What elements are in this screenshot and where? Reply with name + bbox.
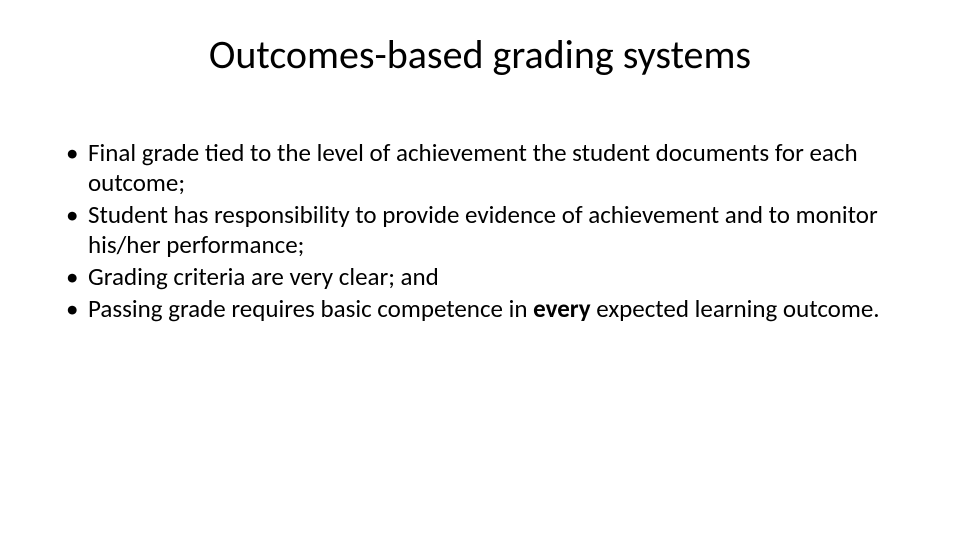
bullet-text-pre: Passing grade requires basic competence …: [88, 293, 533, 324]
bullet-item: Student has responsibility to provide ev…: [66, 200, 896, 260]
bullet-text-post: expected learning outcome.: [591, 293, 880, 324]
bullet-text: Grading criteria are very clear; and: [88, 261, 439, 292]
bullet-text-bold: every: [533, 293, 590, 324]
slide-title: Outcomes-based grading systems: [0, 30, 960, 79]
bullet-item: Passing grade requires basic competence …: [66, 294, 896, 324]
bullet-text: Final grade tied to the level of achieve…: [88, 137, 858, 198]
bullet-item: Final grade tied to the level of achieve…: [66, 138, 896, 198]
bullet-list: Final grade tied to the level of achieve…: [66, 138, 896, 324]
slide-body: Final grade tied to the level of achieve…: [66, 138, 896, 326]
slide: Outcomes-based grading systems Final gra…: [0, 0, 960, 540]
bullet-text: Student has responsibility to provide ev…: [88, 199, 878, 260]
bullet-item: Grading criteria are very clear; and: [66, 262, 896, 292]
